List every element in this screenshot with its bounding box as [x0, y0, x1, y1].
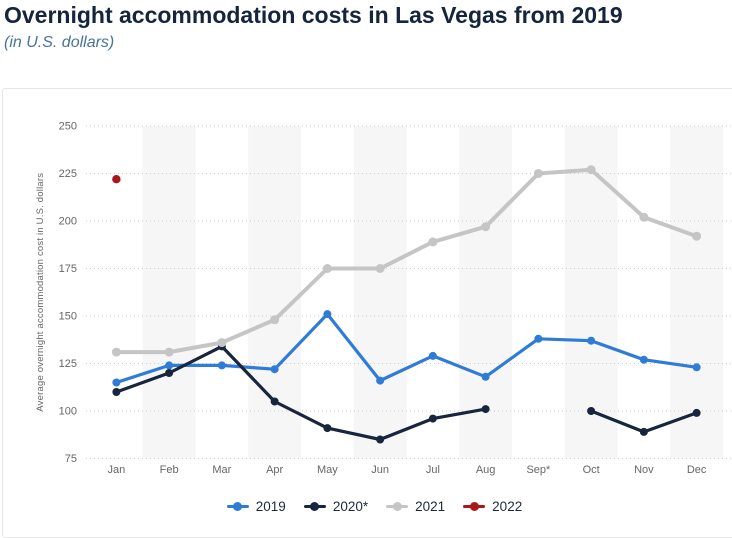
data-point-2019-Aug[interactable]	[481, 372, 490, 381]
y-tick-label: 125	[59, 358, 77, 370]
legend-label: 2020*	[332, 499, 369, 514]
x-tick-label-Jun: Jun	[371, 464, 389, 476]
data-point-2021-Jul[interactable]	[428, 237, 438, 247]
data-point-2021-May[interactable]	[322, 264, 332, 273]
data-point-2021-Sep*[interactable]	[533, 169, 543, 178]
data-point-2021-Nov[interactable]	[639, 212, 649, 222]
legend-item-2022[interactable]: 2022	[463, 499, 522, 514]
plot-band-Oct	[564, 126, 618, 459]
data-point-2020*-May[interactable]	[323, 424, 332, 433]
data-point-2021-Apr[interactable]	[270, 315, 280, 325]
page-header: Overnight accommodation costs in Las Veg…	[0, 0, 732, 52]
x-tick-label-Mar: Mar	[212, 464, 231, 476]
data-point-2020*-Aug[interactable]	[481, 405, 490, 414]
data-point-2019-Apr[interactable]	[270, 365, 279, 374]
x-tick-label-Sep*: Sep*	[526, 464, 551, 476]
legend-marker-icon	[226, 502, 249, 512]
data-point-2019-Sep*[interactable]	[534, 334, 543, 343]
data-point-2019-Mar[interactable]	[217, 361, 226, 370]
series-line-2019	[114, 312, 699, 385]
data-point-2020*-Jan[interactable]	[112, 388, 121, 396]
y-tick-label: 175	[59, 263, 77, 275]
x-tick-label-Dec: Dec	[687, 464, 707, 476]
data-point-2021-Mar[interactable]	[217, 338, 227, 348]
series-line-2021	[114, 167, 699, 355]
plot-band-Dec	[670, 126, 723, 459]
legend-item-2020*[interactable]: 2020*	[303, 499, 369, 514]
series-2020*	[112, 342, 701, 444]
x-tick-label-Nov: Nov	[634, 464, 654, 476]
chart-legend: 2019 2020* 2021 2022	[3, 499, 732, 514]
x-tick-label-Oct: Oct	[583, 464, 600, 476]
series-2022	[112, 175, 121, 184]
data-point-2020*-Dec[interactable]	[692, 408, 701, 417]
legend-label: 2022	[492, 499, 523, 514]
legend-label: 2021	[415, 499, 446, 514]
plot-band-Apr	[248, 126, 301, 459]
x-tick-label-Jan: Jan	[108, 464, 126, 476]
data-point-2021-Feb[interactable]	[164, 347, 174, 357]
page-title: Overnight accommodation costs in Las Veg…	[4, 2, 623, 28]
legend-label: 2019	[255, 499, 286, 514]
data-point-2020*-Apr[interactable]	[270, 397, 279, 406]
legend-item-2019[interactable]: 2019	[226, 499, 286, 514]
data-point-2019-May[interactable]	[323, 310, 332, 319]
y-axis-title: Average overnight accommodation cost in …	[35, 173, 46, 412]
data-point-2019-Nov[interactable]	[639, 355, 648, 364]
y-tick-label: 250	[59, 121, 77, 133]
legend-marker-icon	[463, 502, 486, 512]
legend-marker-icon	[386, 502, 409, 512]
chart-svg: 250 225 200 175 150 125 100 75 Jan Feb Mar Apr May Ju…	[35, 121, 732, 476]
y-tick-label: 225	[59, 168, 77, 180]
plot-band-Feb	[142, 126, 196, 459]
x-tick-label-Apr: Apr	[266, 464, 283, 476]
data-point-2020*-Oct[interactable]	[587, 407, 596, 415]
data-point-2022-Jan[interactable]	[112, 175, 121, 184]
x-tick-label-May: May	[317, 464, 338, 476]
plot-band-Aug	[459, 126, 512, 459]
x-tick-label-Jul: Jul	[426, 464, 440, 476]
data-point-2021-Oct[interactable]	[586, 165, 596, 175]
series-2021	[111, 165, 702, 357]
data-point-2019-Jul[interactable]	[428, 351, 437, 360]
series-2019	[112, 310, 701, 387]
data-point-2019-Jan[interactable]	[112, 378, 121, 387]
x-tick-label-Aug: Aug	[476, 464, 496, 476]
data-point-2021-Dec[interactable]	[692, 231, 702, 241]
data-point-2020*-Feb[interactable]	[165, 369, 174, 377]
data-point-2020*-Jul[interactable]	[428, 414, 437, 423]
data-point-2021-Jan[interactable]	[111, 347, 121, 357]
y-tick-label: 200	[59, 216, 77, 228]
data-point-2021-Jun[interactable]	[375, 264, 385, 273]
data-point-2020*-Jun[interactable]	[376, 435, 385, 444]
data-point-2019-Oct[interactable]	[587, 336, 596, 345]
data-point-2019-Dec[interactable]	[692, 363, 701, 372]
legend-marker-icon	[303, 502, 326, 512]
plot-band-Jun	[353, 126, 407, 459]
y-tick-label: 75	[65, 453, 77, 465]
data-point-2019-Feb[interactable]	[165, 361, 174, 370]
y-tick-label: 100	[59, 406, 77, 418]
page-subtitle: (in U.S. dollars)	[4, 33, 115, 51]
series-line-2020*	[114, 344, 488, 442]
data-point-2021-Aug[interactable]	[481, 222, 491, 232]
data-point-2019-Jun[interactable]	[376, 376, 385, 385]
y-tick-label: 150	[59, 311, 77, 323]
chart-card: 250 225 200 175 150 125 100 75 Jan Feb Mar Apr May Ju…	[2, 88, 732, 538]
legend-item-2021[interactable]: 2021	[386, 499, 445, 514]
data-point-2020*-Nov[interactable]	[639, 427, 648, 436]
x-tick-label-Feb: Feb	[160, 464, 179, 476]
